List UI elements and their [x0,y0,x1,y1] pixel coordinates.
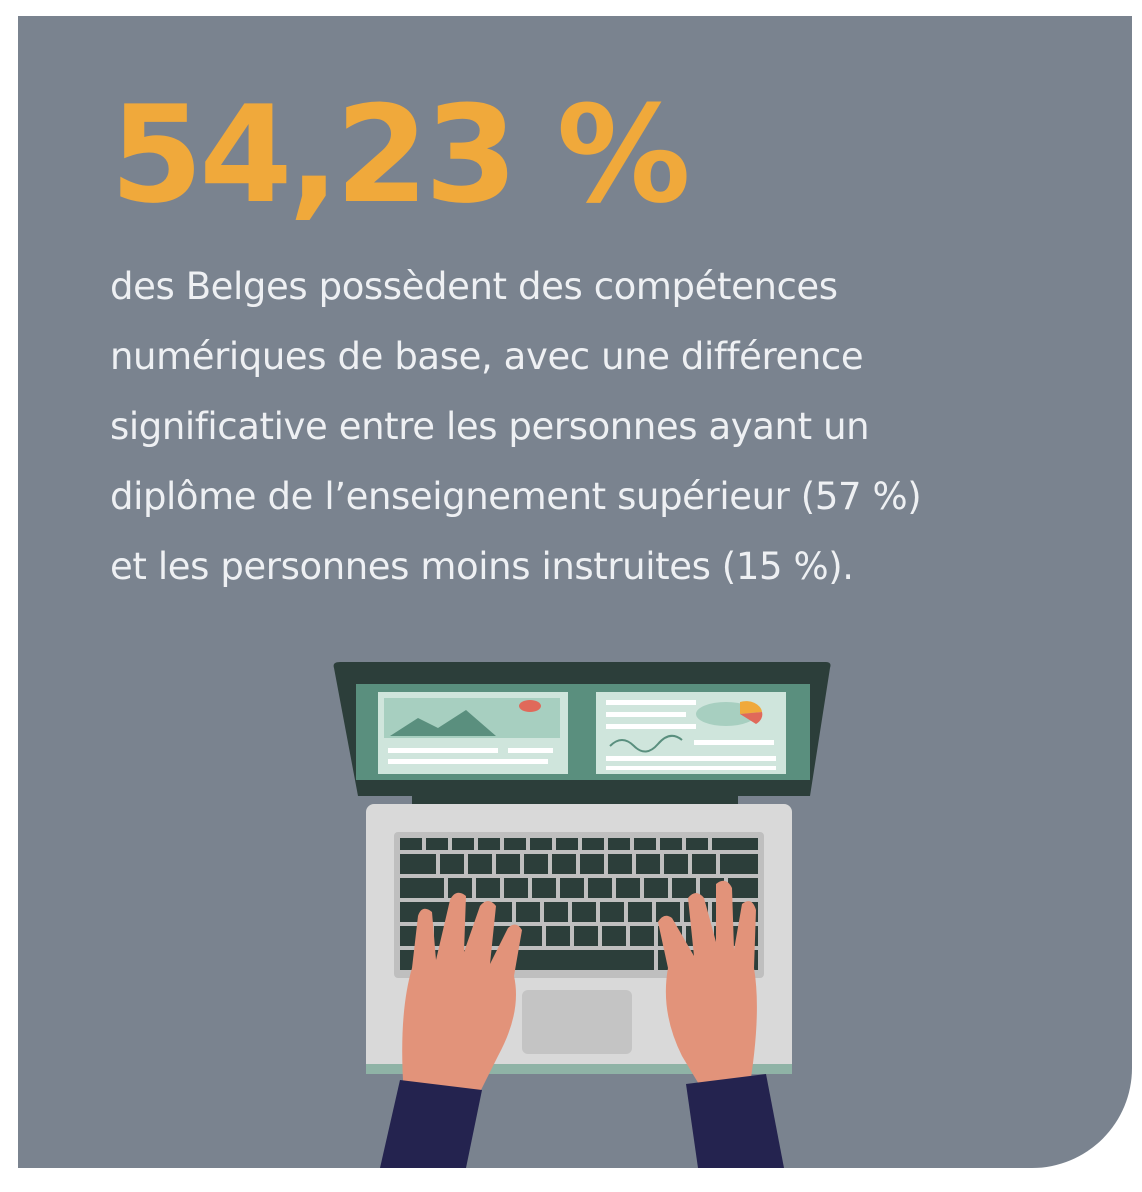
description-line: et les personnes moins instruites (15 %)… [110,545,854,588]
description-line: diplôme de l’enseignement supérieur (57 … [110,475,922,518]
description-text: des Belges possèdent des compétences num… [110,252,1070,602]
laptop-screen [333,662,831,796]
left-hand [380,892,522,1168]
description-line: des Belges possèdent des compétences [110,265,838,308]
description-line: numériques de base, avec une différence [110,335,864,378]
description-line: significative entre les personnes ayant … [110,405,870,448]
headline-percentage: 54,23 % [110,77,691,233]
infographic-card: 54,23 % des Belges possèdent des compéte… [18,16,1132,1168]
right-hand [658,880,784,1168]
laptop-typing-icon [333,662,831,1168]
touchpad [522,990,632,1054]
